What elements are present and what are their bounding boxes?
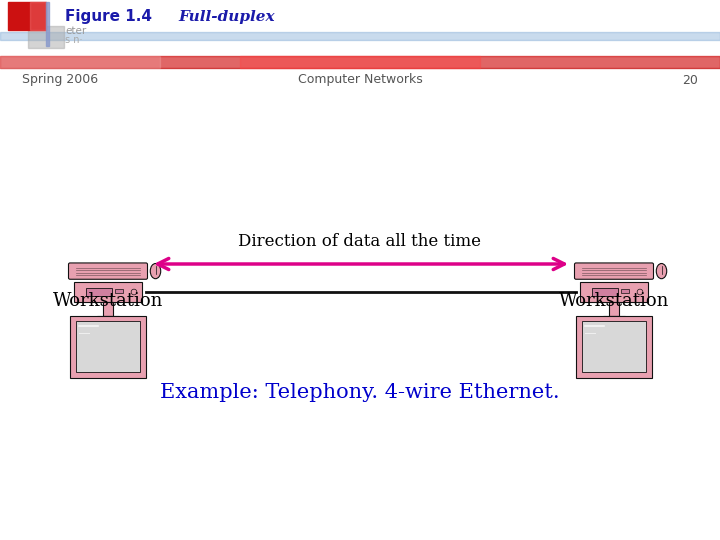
Bar bbox=[103, 302, 113, 316]
Bar bbox=[0, 56, 720, 68]
Text: Workstation: Workstation bbox=[53, 292, 163, 310]
Text: s n·: s n· bbox=[65, 35, 83, 45]
Text: Computer Networks: Computer Networks bbox=[297, 73, 423, 86]
Bar bbox=[240, 56, 480, 68]
Bar bbox=[86, 288, 112, 295]
Bar bbox=[603, 316, 626, 321]
Text: eter: eter bbox=[65, 26, 86, 36]
Ellipse shape bbox=[150, 264, 161, 279]
Bar bbox=[30, 2, 46, 30]
Bar bbox=[582, 321, 647, 372]
Bar bbox=[28, 26, 64, 48]
Bar bbox=[46, 2, 49, 46]
Bar bbox=[580, 281, 648, 302]
Text: Workstation: Workstation bbox=[559, 292, 669, 310]
Circle shape bbox=[131, 289, 137, 295]
Bar bbox=[96, 316, 120, 321]
Bar bbox=[609, 302, 618, 316]
Bar bbox=[592, 288, 618, 295]
Bar bbox=[576, 316, 652, 377]
Text: Spring 2006: Spring 2006 bbox=[22, 73, 98, 86]
FancyBboxPatch shape bbox=[575, 263, 654, 279]
Circle shape bbox=[637, 289, 643, 295]
Bar bbox=[0, 32, 720, 40]
Bar bbox=[76, 321, 140, 372]
Text: 20: 20 bbox=[682, 73, 698, 86]
Bar bbox=[115, 289, 122, 293]
Bar bbox=[74, 281, 142, 302]
Bar bbox=[0, 56, 160, 68]
Text: Figure 1.4: Figure 1.4 bbox=[65, 10, 152, 24]
Bar bbox=[70, 316, 146, 377]
Bar bbox=[621, 289, 629, 293]
Text: Example: Telephony. 4-wire Ethernet.: Example: Telephony. 4-wire Ethernet. bbox=[160, 382, 560, 402]
Bar bbox=[8, 2, 46, 30]
Ellipse shape bbox=[656, 264, 667, 279]
FancyBboxPatch shape bbox=[68, 263, 148, 279]
Text: Direction of data all the time: Direction of data all the time bbox=[238, 233, 482, 250]
Text: Full-duplex: Full-duplex bbox=[178, 10, 274, 24]
